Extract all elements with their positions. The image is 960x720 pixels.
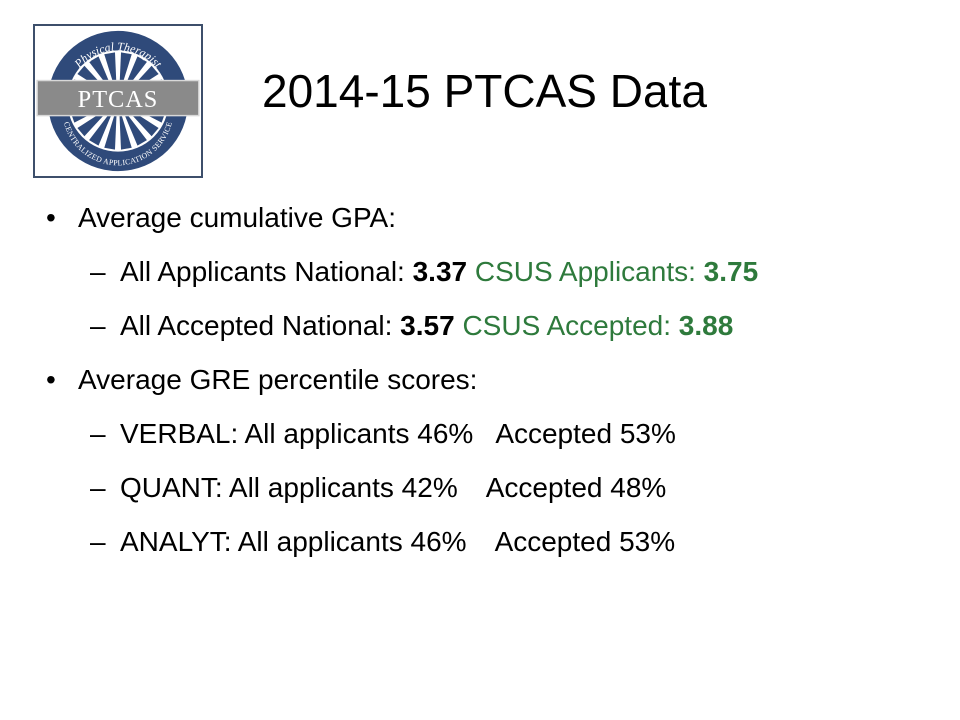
sub-bullet-gre-verbal: – VERBAL: All applicants 46% Accepted 53% bbox=[46, 414, 926, 454]
sub-marker: – bbox=[90, 472, 106, 503]
national-value: 3.37 bbox=[412, 256, 468, 287]
sub-bullet-gpa-accepted: – All Accepted National: 3.57 CSUS Accept… bbox=[46, 306, 926, 346]
sub-marker: – bbox=[90, 526, 106, 557]
accepted-text: Accepted 53% bbox=[495, 418, 676, 449]
applicants-text: VERBAL: All applicants 46% bbox=[120, 418, 474, 449]
accepted-text: Accepted 48% bbox=[485, 472, 667, 503]
sub-marker: – bbox=[90, 256, 106, 287]
logo-banner-text: PTCAS bbox=[78, 86, 159, 113]
logo-ray bbox=[119, 114, 132, 150]
applicants-text: ANALYT: All applicants 46% bbox=[120, 526, 467, 557]
bullet-gre: • Average GRE percentile scores: bbox=[46, 360, 926, 400]
logo-ray bbox=[89, 112, 113, 146]
sub-bullet-gre-quant: – QUANT: All applicants 42% Accepted 48% bbox=[46, 468, 926, 508]
logo-ray bbox=[104, 52, 117, 88]
slide-content: • Average cumulative GPA: – All Applicants… bbox=[46, 198, 926, 576]
sub-bullet-gpa-applicants: – All Applicants National: 3.37 CSUS Appl… bbox=[46, 252, 926, 292]
slide-title: 2014-15 PTCAS Data bbox=[262, 65, 707, 117]
national-label: All Applicants National: bbox=[120, 256, 413, 287]
csus-value: 3.88 bbox=[678, 310, 734, 341]
csus-label: CSUS Applicants: bbox=[467, 256, 704, 287]
national-label: All Accepted National: bbox=[120, 310, 401, 341]
bullet-text: Average GRE percentile scores: bbox=[78, 364, 478, 395]
bullet-marker: • bbox=[46, 202, 56, 233]
bullet-marker: • bbox=[46, 364, 56, 395]
bullet-text: Average cumulative GPA: bbox=[78, 202, 397, 233]
accepted-text: Accepted 53% bbox=[494, 526, 676, 557]
sub-marker: – bbox=[90, 310, 106, 341]
ptcas-logo: Physical Therapist CENTRALIZED APPLICATI… bbox=[33, 24, 203, 178]
sub-marker: – bbox=[90, 418, 106, 449]
csus-label: CSUS Accepted: bbox=[454, 310, 679, 341]
logo-ray bbox=[123, 112, 147, 146]
csus-value: 3.75 bbox=[703, 256, 759, 287]
logo-ray bbox=[104, 114, 117, 150]
sub-bullet-gre-analyt: – ANALYT: All applicants 46% Accepted 53% bbox=[46, 522, 926, 562]
logo-ray bbox=[119, 52, 132, 88]
national-value: 3.57 bbox=[400, 310, 455, 341]
bullet-gpa: • Average cumulative GPA: bbox=[46, 198, 926, 238]
applicants-text: QUANT: All applicants 42% bbox=[120, 472, 458, 503]
